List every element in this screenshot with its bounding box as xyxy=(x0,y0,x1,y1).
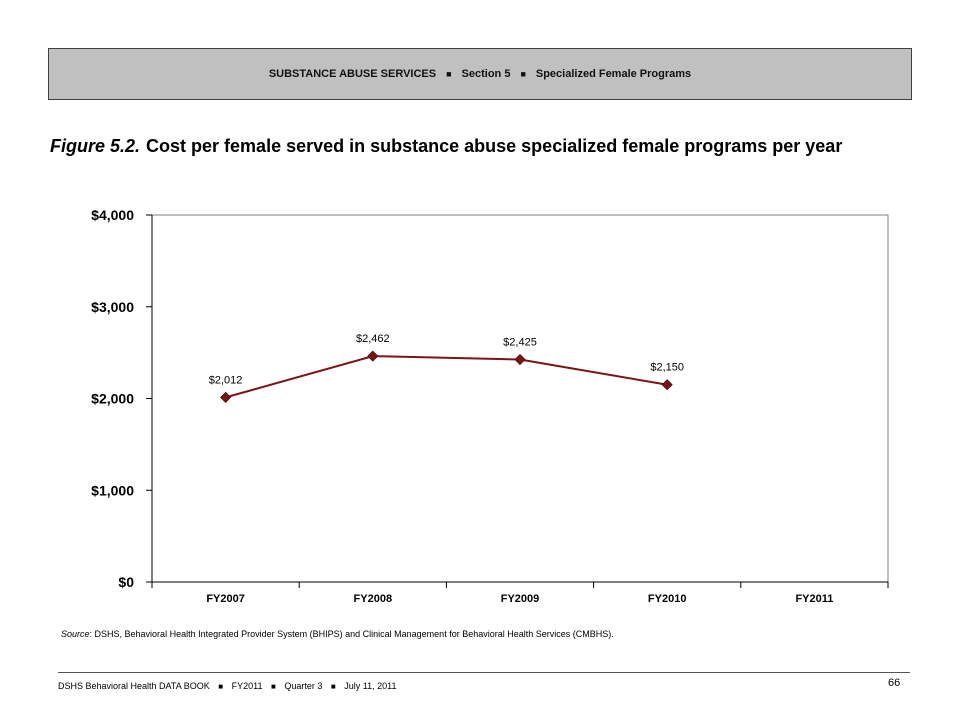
x-tick-label: FY2008 xyxy=(354,593,393,605)
footer-divider xyxy=(58,672,910,673)
y-tick-label: $2,000 xyxy=(91,391,134,407)
data-point-marker xyxy=(367,350,379,362)
header-segment-3: Specialized Female Programs xyxy=(535,68,692,80)
source-text: : DSHS, Behavioral Health Integrated Pro… xyxy=(89,629,614,639)
x-tick-label: FY2009 xyxy=(501,593,540,605)
footer-separator-icon: ■ xyxy=(270,682,276,691)
x-tick-label: FY2010 xyxy=(648,593,687,605)
footer-segment-1: DSHS Behavioral Health DATA BOOK xyxy=(58,681,210,691)
x-tick-label: FY2007 xyxy=(206,593,245,605)
data-point-marker xyxy=(220,391,232,403)
line-chart: $0 $1,000 $2,000 $3,000 $4,000 FY2007 FY2008 FY… xyxy=(91,207,889,605)
y-tick-label: $3,000 xyxy=(91,299,134,315)
data-point-marker xyxy=(661,379,673,391)
series-line xyxy=(225,355,668,399)
data-point-marker xyxy=(514,353,526,366)
footer-separator-icon: ■ xyxy=(218,682,224,691)
y-tick-label: $4,000 xyxy=(91,207,134,223)
footer: DSHS Behavioral Health DATA BOOK ■ FY201… xyxy=(58,681,396,691)
footer-segment-2: FY2011 xyxy=(231,681,263,691)
y-tick-label: $0 xyxy=(118,574,134,590)
header-segment-1: SUBSTANCE ABUSE SERVICES xyxy=(268,68,437,80)
data-label: $2,150 xyxy=(650,362,684,374)
y-tick-label: $1,000 xyxy=(91,482,134,498)
header-segment-2: Section 5 xyxy=(461,68,511,80)
footer-segment-4: July 11, 2011 xyxy=(344,681,397,691)
footer-separator-icon: ■ xyxy=(330,682,336,691)
footer-segment-3: Quarter 3 xyxy=(284,681,323,691)
header-separator-icon: ■ xyxy=(446,69,452,79)
page-number: 66 xyxy=(888,677,901,689)
figure-label: Figure 5.2. xyxy=(50,136,141,156)
figure-title-text: Cost per female served in substance abus… xyxy=(146,136,843,156)
source-label: Source xyxy=(61,629,90,639)
x-tick-label: FY2011 xyxy=(795,593,833,605)
plot-area-border xyxy=(151,214,889,583)
source-note: Source: DSHS, Behavioral Health Integrat… xyxy=(61,629,921,639)
data-label: $2,462 xyxy=(356,333,390,345)
header-separator-icon: ■ xyxy=(520,69,526,79)
section-header-banner: SUBSTANCE ABUSE SERVICES ■ Section 5 ■ S… xyxy=(48,48,912,100)
figure-title: Figure 5.2. Cost per female served in sub… xyxy=(50,134,870,159)
data-label: $2,012 xyxy=(209,374,243,386)
data-label: $2,425 xyxy=(503,337,537,349)
